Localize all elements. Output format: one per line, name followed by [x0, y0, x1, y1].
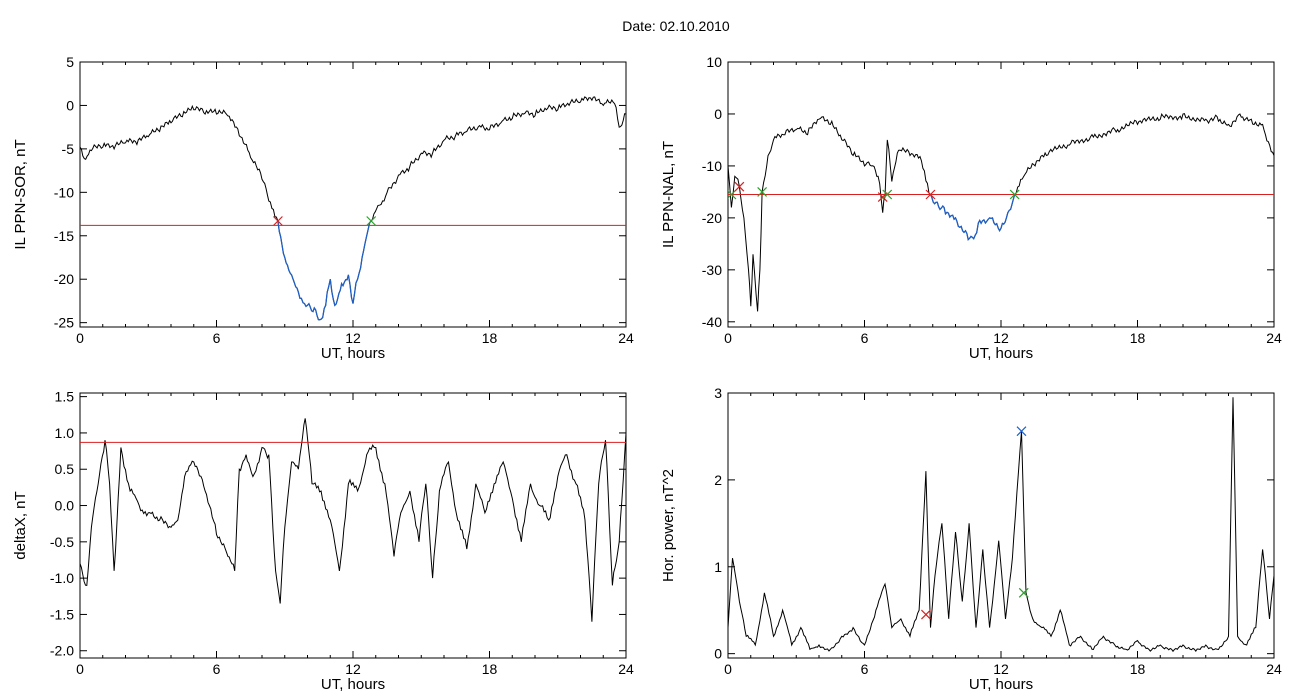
x-tick-label: 0	[724, 661, 732, 677]
x-tick-label: 18	[1130, 330, 1146, 346]
page-title: Date: 02.10.2010	[622, 18, 730, 34]
y-tick-label: 1.5	[55, 389, 75, 405]
x-marker	[273, 216, 283, 226]
x-marker	[921, 609, 931, 620]
chart-panel-3: 0 6 12 18 24 1.5 1.0 0.5 0.0 -0.5 -1.0 -1.5 -2.0 UT, …	[12, 389, 634, 693]
y-tick-label: 2	[714, 472, 722, 488]
series-line	[80, 96, 626, 321]
x-marker	[882, 189, 893, 200]
y-tick-label: 5	[66, 54, 74, 70]
series-line	[728, 397, 1274, 653]
plot-data	[80, 96, 626, 321]
x-tick-label: 24	[1266, 330, 1282, 346]
y-tick-label: 0	[66, 97, 74, 113]
highlight-segment	[277, 220, 372, 321]
plot-frame	[79, 392, 627, 659]
plot-data	[728, 112, 1274, 312]
y-tick-label: 0.5	[55, 461, 75, 477]
y-tick-label: -10	[702, 158, 722, 174]
x-marker	[925, 189, 936, 200]
x-tick-label: 24	[618, 661, 634, 677]
x-tick-label: 0	[76, 661, 84, 677]
y-tick-label: -2.0	[50, 643, 74, 659]
plot-frame	[727, 392, 1275, 659]
y-axis-label: IL PPN-NAL, nT	[660, 141, 677, 248]
x-tick-label: 18	[482, 661, 498, 677]
x-tick-label: 18	[482, 330, 498, 346]
y-tick-label: 1	[714, 559, 722, 575]
plot-data	[728, 397, 1274, 653]
x-tick-label: 6	[213, 330, 221, 346]
x-axis-label: UT, hours	[321, 676, 385, 693]
y-tick-label: 0	[714, 106, 722, 122]
x-marker	[734, 181, 745, 192]
chart-panel-2: 0 6 12 18 24 10 0 -10 -20 -30 -40 UT, hours IL PPN-N…	[660, 54, 1282, 362]
y-tick-label: -10	[54, 184, 74, 200]
y-tick-label: 0.0	[55, 498, 75, 514]
y-tick-label: -15	[54, 228, 74, 244]
x-tick-label: 6	[213, 661, 221, 677]
x-tick-label: 6	[861, 330, 869, 346]
x-marker	[877, 192, 888, 203]
x-marker	[1009, 189, 1020, 200]
y-axis-label: deltaX, nT	[12, 491, 29, 559]
x-axis-label: UT, hours	[969, 345, 1033, 362]
x-tick-label: 24	[618, 330, 634, 346]
x-tick-label: 0	[724, 330, 732, 346]
x-marker	[757, 186, 768, 197]
highlight-segment	[929, 194, 1016, 241]
y-tick-label: 1.0	[55, 425, 75, 441]
x-marker	[366, 216, 377, 226]
y-tick-label: 3	[714, 385, 722, 401]
y-tick-label: -25	[54, 315, 74, 331]
x-axis-label: UT, hours	[969, 676, 1033, 693]
y-tick-label: -5	[62, 141, 75, 157]
x-tick-label: 18	[1130, 661, 1146, 677]
y-tick-label: -1.5	[50, 606, 74, 622]
plot-data	[80, 418, 626, 622]
x-tick-label: 12	[993, 330, 1009, 346]
y-axis-label: Hor. power, nT^2	[660, 469, 677, 582]
y-tick-label: -20	[702, 210, 722, 226]
y-tick-label: -20	[54, 271, 74, 287]
x-tick-label: 0	[76, 330, 84, 346]
y-tick-label: -1.0	[50, 570, 74, 586]
y-tick-label: 10	[706, 54, 722, 70]
y-tick-label: -0.5	[50, 534, 74, 550]
x-tick-label: 24	[1266, 661, 1282, 677]
x-tick-label: 12	[345, 661, 361, 677]
y-tick-label: -40	[702, 314, 722, 330]
y-tick-label: -30	[702, 262, 722, 278]
x-axis-label: UT, hours	[321, 345, 385, 362]
y-tick-label: 0	[714, 646, 722, 662]
plot-frame	[79, 61, 627, 328]
x-marker	[728, 189, 737, 200]
x-marker	[1016, 426, 1027, 437]
chart-panel-1: 0 6 12 18 24 5 0 -5 -10 -15 -20 -25 UT, hours IL PPN-…	[12, 54, 634, 362]
x-tick-label: 12	[345, 330, 361, 346]
y-axis-label: IL PPN-SOR, nT	[12, 139, 29, 249]
x-tick-label: 12	[993, 661, 1009, 677]
x-marker	[1018, 587, 1029, 598]
x-tick-label: 6	[861, 661, 869, 677]
series-line	[80, 418, 626, 622]
series-line	[728, 112, 1274, 312]
chart-panel-4: 0 6 12 18 24 3 2 1 0 UT, hours Hor. power, nT^2	[660, 385, 1282, 693]
